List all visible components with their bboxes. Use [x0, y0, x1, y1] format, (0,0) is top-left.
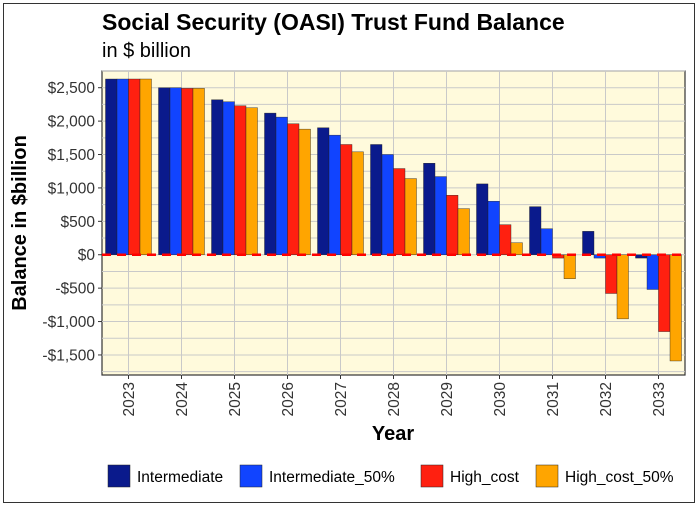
bar-intermediate-2028: [370, 144, 383, 255]
legend-label: Intermediate_50%: [269, 469, 395, 486]
x-tick-label: 2025: [227, 382, 244, 416]
y-tick-label: $2,500: [48, 80, 96, 97]
bar-high-cost-50--2029: [457, 208, 470, 255]
x-tick-label: 2029: [439, 382, 456, 416]
bar-high-cost-2029: [446, 195, 459, 255]
x-tick-label: 2023: [121, 382, 138, 416]
bars-group: [105, 78, 682, 362]
bar-intermediate-50--2028: [381, 154, 394, 255]
bar-intermediate-50--2031: [540, 228, 553, 255]
bar-intermediate-2031: [529, 206, 542, 255]
chart-title: Social Security (OASI) Trust Fund Balanc…: [102, 9, 565, 35]
bar-high-cost-50--2032: [616, 254, 629, 320]
x-axis-title: Year: [372, 423, 414, 445]
x-tick-label: 2026: [280, 382, 297, 416]
x-tick-label: 2033: [651, 382, 668, 416]
bar-high-cost-2030: [499, 224, 512, 255]
bar-high-cost-50--2031: [563, 254, 576, 279]
bar-high-cost-50--2033: [669, 254, 682, 362]
chart-subtitle: in $ billion: [102, 40, 191, 62]
x-tick-label: 2030: [492, 382, 509, 417]
x-tick-label: 2032: [598, 382, 615, 416]
y-tick-label: -$1,500: [42, 347, 95, 364]
bar-intermediate-2027: [317, 127, 330, 255]
bar-intermediate-50--2027: [328, 134, 341, 255]
bar-high-cost-50--2025: [245, 107, 258, 255]
bar-intermediate-2025: [211, 99, 224, 255]
y-axis-ticks: -$1,500 -$1,000 -$500 $0 $500 $1,000 $1,500 $2,…: [42, 80, 102, 364]
bar-high-cost-2025: [234, 105, 247, 255]
legend-swatch: [239, 464, 263, 488]
x-tick-label: 2027: [333, 382, 350, 416]
y-tick-label: $1,000: [48, 180, 96, 197]
legend-swatch: [107, 464, 131, 488]
bar-high-cost-2033: [658, 254, 671, 332]
bar-intermediate-50--2026: [275, 116, 288, 255]
y-tick-label: -$500: [55, 281, 95, 298]
y-axis-title: Balance in $billion: [9, 135, 31, 311]
bar-intermediate-2024: [158, 87, 171, 255]
y-tick-label: -$1,000: [42, 314, 95, 331]
bar-intermediate-50--2024: [169, 87, 182, 255]
legend: Intermediate Intermediate_50% High_cost Hig…: [107, 464, 674, 488]
bar-high-cost-2028: [393, 168, 406, 255]
bar-high-cost-50--2030: [510, 242, 523, 255]
bar-intermediate-2032: [582, 231, 595, 255]
legend-swatch: [535, 464, 559, 488]
y-tick-label: $500: [61, 214, 96, 231]
bar-high-cost-2024: [181, 88, 194, 255]
x-tick-label: 2028: [386, 382, 403, 416]
bar-intermediate-50--2025: [222, 101, 235, 255]
y-tick-label: $0: [78, 247, 96, 264]
bar-high-cost-50--2028: [404, 178, 417, 255]
bar-intermediate-2030: [476, 183, 489, 255]
legend-label: Intermediate: [137, 469, 223, 486]
bar-intermediate-2029: [423, 163, 436, 255]
bar-high-cost-2032: [605, 254, 618, 294]
x-tick-label: 2024: [174, 382, 191, 417]
bar-high-cost-2023: [128, 78, 141, 255]
bar-high-cost-2027: [340, 144, 353, 255]
y-tick-label: $1,500: [48, 147, 96, 164]
legend-label: High_cost_50%: [565, 469, 674, 486]
bar-intermediate-2023: [105, 78, 118, 255]
y-tick-label: $2,000: [48, 114, 96, 131]
bar-high-cost-2026: [287, 123, 300, 255]
bar-high-cost-50--2024: [192, 88, 205, 255]
x-axis-ticks: 2023 2024 2025 2026 2027 2028 2029 2030 2031 2032…: [121, 375, 668, 416]
legend-label: High_cost: [450, 469, 520, 486]
bar-high-cost-50--2027: [351, 151, 364, 255]
bar-high-cost-50--2026: [298, 128, 311, 255]
bar-intermediate-50--2023: [116, 78, 129, 255]
bar-intermediate-50--2033: [646, 254, 659, 290]
bar-intermediate-50--2030: [487, 201, 500, 255]
x-tick-label: 2031: [545, 382, 562, 416]
bar-intermediate-2026: [264, 112, 277, 255]
legend-swatch: [420, 464, 444, 488]
bar-high-cost-50--2023: [139, 78, 152, 255]
bar-intermediate-50--2029: [434, 176, 447, 255]
